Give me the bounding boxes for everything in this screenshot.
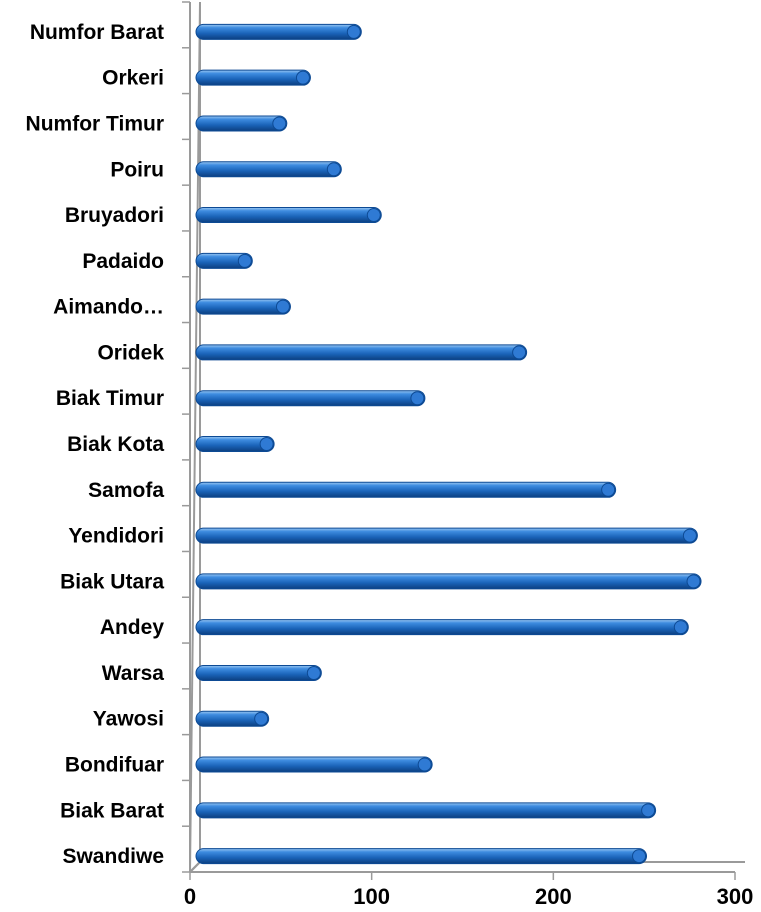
x-tick-label: 200 <box>535 884 572 909</box>
bar-body <box>195 161 342 178</box>
category-label: Padaido <box>82 250 164 273</box>
bar-end-cap <box>306 665 321 680</box>
category-label: Warsa <box>102 662 165 685</box>
category-label: Biak Utara <box>60 570 164 593</box>
x-tick-labels: 0 100 200 300 <box>184 884 753 909</box>
category-label: Poiru <box>110 158 164 181</box>
bar-end-cap <box>237 253 252 268</box>
bar <box>195 207 382 224</box>
bar-end-cap <box>366 208 381 223</box>
category-label: Aimando… <box>53 296 164 319</box>
bar-body <box>195 390 426 407</box>
bar-end-cap <box>632 849 647 864</box>
bar-body <box>195 664 322 681</box>
bar-end-cap <box>272 116 287 131</box>
category-label: Biak Barat <box>60 799 164 822</box>
bar <box>195 161 342 178</box>
category-label: Bondifuar <box>65 754 164 777</box>
bar-series <box>195 23 702 865</box>
bar-body <box>195 436 275 452</box>
bar <box>195 390 426 407</box>
bar-body <box>195 527 698 544</box>
x-tick-label: 100 <box>353 884 390 909</box>
category-label: Andey <box>100 616 165 639</box>
bar <box>195 756 433 773</box>
bar-end-cap <box>254 711 269 726</box>
bar-body <box>195 710 270 727</box>
floor-edge <box>189 861 201 873</box>
bar-body <box>195 252 253 269</box>
bar-end-cap <box>641 803 656 818</box>
bar <box>195 115 288 132</box>
bar-end-cap <box>682 528 697 543</box>
bar <box>195 23 362 40</box>
bar-body <box>195 848 648 865</box>
category-label: Samofa <box>88 479 164 502</box>
bar-end-cap <box>259 437 274 451</box>
bar-body <box>195 207 382 224</box>
bar-end-cap <box>346 24 361 39</box>
bar <box>195 436 275 452</box>
x-tick-label: 300 <box>717 884 754 909</box>
bar-end-cap <box>673 620 688 635</box>
bar <box>195 481 617 498</box>
x-tick-label: 0 <box>184 884 196 909</box>
category-label: Biak Kota <box>67 433 164 456</box>
category-label: Numfor Timur <box>26 112 164 135</box>
bar <box>195 344 528 361</box>
bar <box>195 802 657 819</box>
bar-body <box>195 298 291 315</box>
category-label: Biak Timur <box>56 387 164 410</box>
bar-body <box>195 573 702 590</box>
bar <box>195 619 689 636</box>
bar-body <box>195 802 657 819</box>
bar-end-cap <box>295 70 310 85</box>
bar <box>195 252 253 269</box>
category-label: Orkeri <box>102 67 164 90</box>
bar-end-cap <box>601 482 616 497</box>
bar <box>195 69 311 86</box>
category-label: Numfor Barat <box>30 21 164 44</box>
bar-body <box>195 344 528 361</box>
category-label: Yendidori <box>68 525 164 548</box>
bar-body <box>195 23 362 40</box>
bar-body <box>195 756 433 773</box>
bar-end-cap <box>417 757 432 772</box>
bar-body <box>195 69 311 86</box>
category-label: Yawosi <box>93 708 164 731</box>
bar <box>195 664 322 681</box>
bar-body <box>195 619 689 636</box>
bar <box>195 298 291 315</box>
bar-body <box>195 115 288 132</box>
bar-body <box>195 481 617 498</box>
bar-end-cap <box>275 299 290 314</box>
category-label: Oridek <box>97 341 164 364</box>
bar-end-cap <box>326 162 341 177</box>
bar <box>195 573 702 590</box>
side-wall <box>189 1 201 873</box>
bar-end-cap <box>410 391 425 406</box>
category-labels: Numfor Barat Orkeri Numfor Timur Poiru Bruya… <box>26 21 165 868</box>
bar <box>195 527 698 544</box>
bar <box>195 710 270 727</box>
category-label: Swandiwe <box>62 845 164 868</box>
category-label: Bruyadori <box>65 204 164 227</box>
bar <box>195 848 648 865</box>
bar-end-cap <box>686 574 701 589</box>
bar-end-cap <box>512 345 527 360</box>
